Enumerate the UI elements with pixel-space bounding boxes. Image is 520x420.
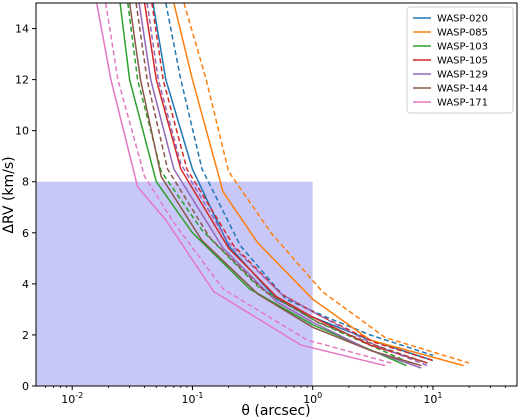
y-tick-label: 6 [22, 227, 29, 240]
shaded-region [36, 181, 313, 386]
x-tick-label: 10-2 [61, 391, 83, 406]
y-tick-label: 8 [22, 176, 29, 189]
series-line-wasp-105 [143, 3, 428, 364]
legend-label-wasp-129: WASP-129 [437, 70, 488, 81]
series-dashed-line-wasp-129 [146, 3, 428, 367]
legend-label-wasp-171: WASP-171 [437, 98, 488, 109]
x-tick-label: 10-1 [181, 391, 203, 406]
series-dashed-line-wasp-085 [183, 3, 470, 364]
legend-label-wasp-020: WASP-020 [437, 14, 488, 25]
series-dashed-line-wasp-105 [151, 3, 434, 362]
y-tick-label: 10 [15, 125, 29, 138]
legend-box [406, 6, 514, 114]
y-axis-title: ΔRV (km/s) [1, 156, 17, 233]
series-dashed-line-wasp-020 [165, 3, 434, 357]
x-axis-title: θ (arcsec) [241, 403, 310, 419]
series-line-wasp-144 [128, 3, 422, 367]
legend-label-wasp-085: WASP-085 [437, 28, 488, 39]
series-line-wasp-171 [95, 3, 386, 367]
series-dashed-line-wasp-171 [104, 3, 392, 364]
series-line-wasp-103 [119, 3, 407, 367]
y-tick-label: 14 [15, 23, 29, 36]
y-tick-label: 2 [22, 329, 29, 342]
y-tick-label: 0 [22, 380, 29, 393]
legend-label-wasp-144: WASP-144 [437, 84, 488, 95]
x-tick-label: 101 [423, 391, 442, 406]
series-line-wasp-129 [138, 3, 422, 369]
y-tick-label: 4 [22, 278, 29, 291]
legend-label-wasp-103: WASP-103 [437, 42, 488, 53]
legend-label-wasp-105: WASP-105 [437, 56, 488, 67]
y-tick-label: 12 [15, 74, 29, 87]
series-dashed-line-wasp-144 [135, 3, 428, 364]
